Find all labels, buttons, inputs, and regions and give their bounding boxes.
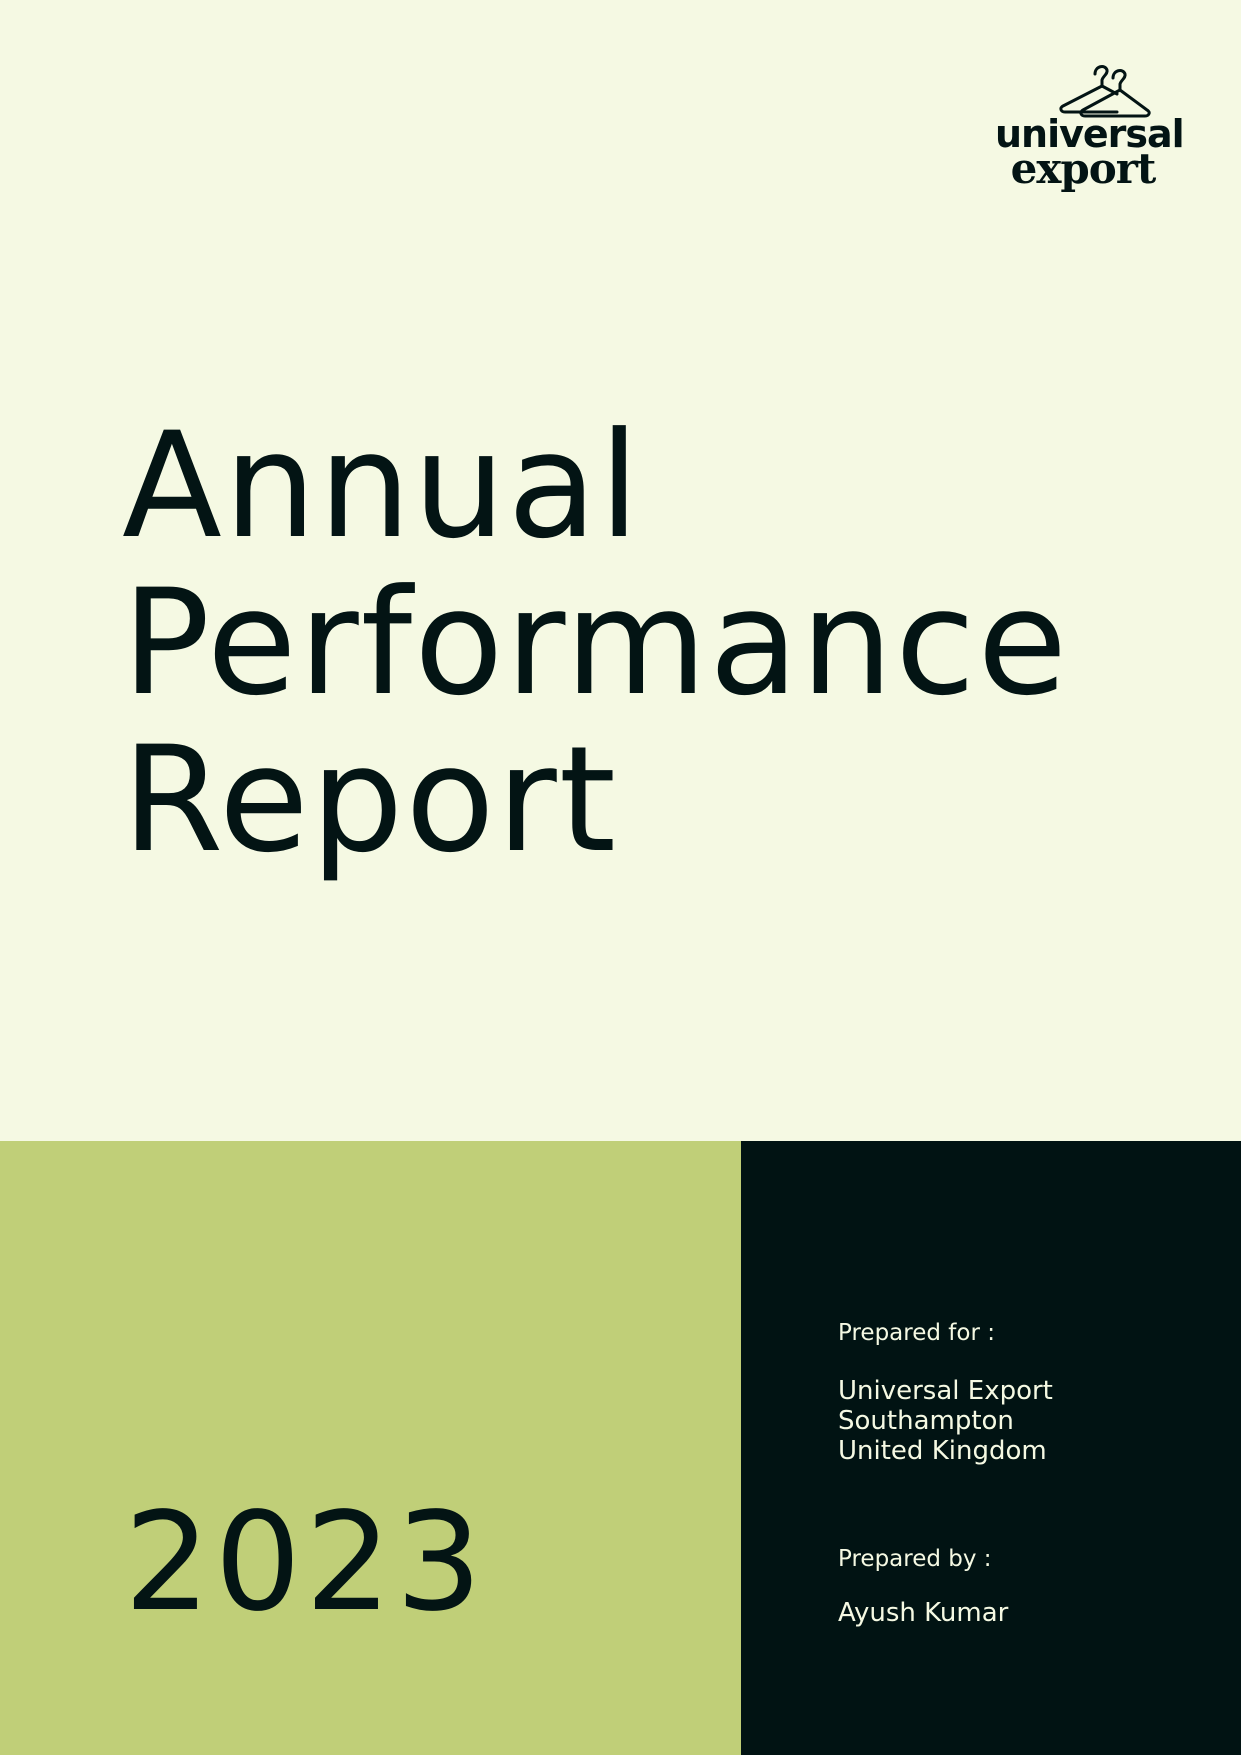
prepared-for-line: United Kingdom	[838, 1436, 1047, 1466]
details-panel	[741, 1141, 1241, 1755]
report-title: Annual Performance Report	[122, 408, 1069, 879]
logo-wordmark-line2: export	[1010, 144, 1157, 193]
prepared-for-line: Universal Export	[838, 1376, 1053, 1406]
prepared-for-label: Prepared for :	[838, 1320, 995, 1346]
report-title-line: Annual	[122, 401, 642, 571]
company-logo: universal export	[995, 60, 1185, 198]
logo-wordmark-line1: universal	[995, 112, 1185, 156]
prepared-for-address: Universal Export Southampton United King…	[838, 1376, 1053, 1466]
prepared-for-line: Southampton	[838, 1406, 1014, 1436]
cover-top-panel	[0, 0, 1241, 1141]
report-year: 2023	[124, 1484, 487, 1642]
report-title-line: Report	[122, 715, 618, 885]
report-title-line: Performance	[122, 558, 1070, 728]
prepared-by-name: Ayush Kumar	[838, 1598, 1009, 1628]
clothes-hanger-icon	[1059, 65, 1151, 118]
prepared-by-label: Prepared by :	[838, 1546, 992, 1572]
year-panel	[0, 1141, 741, 1755]
